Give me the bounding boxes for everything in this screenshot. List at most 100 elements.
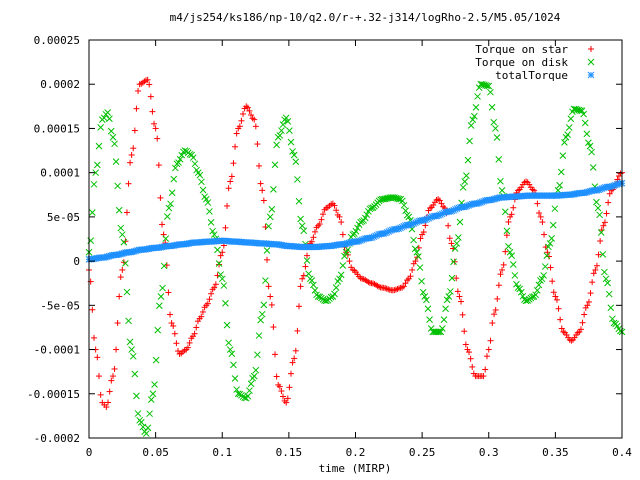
data-point bbox=[453, 240, 461, 247]
y-tick-label: -0.00015 bbox=[27, 388, 80, 401]
data-point bbox=[303, 252, 310, 259]
data-point bbox=[464, 156, 472, 164]
data-point bbox=[170, 322, 177, 329]
data-point bbox=[267, 293, 274, 300]
data-point bbox=[308, 238, 315, 245]
data-point bbox=[601, 219, 608, 226]
data-point bbox=[361, 214, 369, 222]
data-point bbox=[93, 161, 101, 169]
data-point bbox=[503, 232, 510, 239]
data-point bbox=[217, 252, 224, 259]
data-point bbox=[108, 377, 115, 384]
data-point bbox=[128, 346, 135, 353]
data-point bbox=[252, 123, 259, 130]
data-point bbox=[248, 112, 255, 119]
data-point bbox=[149, 108, 156, 115]
data-point bbox=[210, 231, 218, 238]
data-point bbox=[451, 245, 459, 252]
data-point bbox=[259, 187, 266, 194]
data-point bbox=[437, 328, 445, 336]
data-point bbox=[565, 124, 573, 131]
data-point bbox=[295, 197, 303, 205]
data-point bbox=[165, 289, 172, 296]
data-point bbox=[246, 107, 253, 114]
data-point bbox=[450, 258, 457, 266]
data-point bbox=[557, 316, 564, 323]
data-point bbox=[480, 373, 487, 380]
data-point bbox=[255, 332, 263, 339]
data-point bbox=[445, 293, 453, 300]
data-point bbox=[282, 114, 290, 122]
data-point bbox=[199, 186, 207, 194]
data-point bbox=[443, 296, 451, 304]
x-tick-label: 0.1 bbox=[212, 446, 232, 459]
data-point bbox=[276, 383, 283, 390]
data-point bbox=[488, 103, 496, 111]
data-point bbox=[431, 328, 438, 336]
data-point bbox=[590, 270, 597, 277]
data-point bbox=[159, 284, 166, 292]
data-point bbox=[226, 346, 234, 353]
data-point bbox=[247, 380, 255, 388]
data-point bbox=[292, 158, 300, 166]
data-point bbox=[538, 275, 546, 283]
data-point bbox=[154, 326, 162, 334]
data-point bbox=[225, 185, 232, 192]
data-point bbox=[581, 119, 589, 127]
data-point bbox=[459, 184, 467, 191]
data-point bbox=[114, 182, 122, 190]
data-point bbox=[131, 127, 138, 134]
data-point bbox=[233, 130, 240, 137]
data-point bbox=[424, 305, 432, 313]
data-point bbox=[454, 288, 461, 295]
data-point bbox=[147, 93, 154, 100]
data-point bbox=[529, 293, 536, 301]
data-point bbox=[448, 240, 455, 247]
data-point bbox=[497, 177, 504, 185]
data-point bbox=[268, 301, 275, 308]
data-point bbox=[410, 236, 417, 244]
data-point bbox=[461, 328, 468, 335]
data-point bbox=[117, 274, 124, 281]
data-point bbox=[204, 199, 212, 206]
data-point bbox=[262, 277, 269, 284]
data-point bbox=[181, 147, 189, 154]
data-point bbox=[149, 390, 157, 398]
data-point bbox=[592, 266, 599, 273]
data-point bbox=[286, 127, 293, 135]
data-point bbox=[489, 320, 496, 327]
data-point bbox=[535, 281, 543, 289]
data-point bbox=[123, 209, 130, 216]
data-point bbox=[537, 213, 544, 220]
data-point bbox=[577, 326, 584, 333]
data-point bbox=[178, 151, 186, 159]
data-point bbox=[146, 410, 153, 418]
data-point bbox=[115, 206, 123, 214]
data-point bbox=[89, 306, 96, 313]
data-point bbox=[416, 264, 424, 271]
data-point bbox=[505, 218, 512, 225]
data-point bbox=[310, 281, 317, 289]
data-point bbox=[278, 388, 285, 395]
data-point bbox=[500, 261, 507, 268]
data-point bbox=[144, 424, 152, 432]
data-point bbox=[151, 120, 158, 127]
data-point bbox=[252, 366, 260, 374]
series-torque-on-disk bbox=[85, 80, 626, 437]
data-point bbox=[155, 162, 162, 169]
data-point bbox=[233, 386, 240, 393]
data-point bbox=[545, 243, 552, 251]
x-tick-label: 0.2 bbox=[346, 446, 366, 459]
data-point bbox=[97, 124, 105, 131]
data-point bbox=[186, 339, 193, 346]
data-point bbox=[257, 316, 264, 324]
data-point bbox=[249, 115, 256, 122]
data-point bbox=[482, 366, 489, 373]
legend-marker bbox=[587, 58, 595, 66]
x-axis-label: time (MIRP) bbox=[319, 462, 392, 475]
data-point bbox=[157, 194, 164, 201]
data-point bbox=[595, 251, 602, 258]
data-point bbox=[333, 207, 340, 214]
data-point bbox=[119, 266, 126, 273]
data-point bbox=[100, 114, 108, 122]
